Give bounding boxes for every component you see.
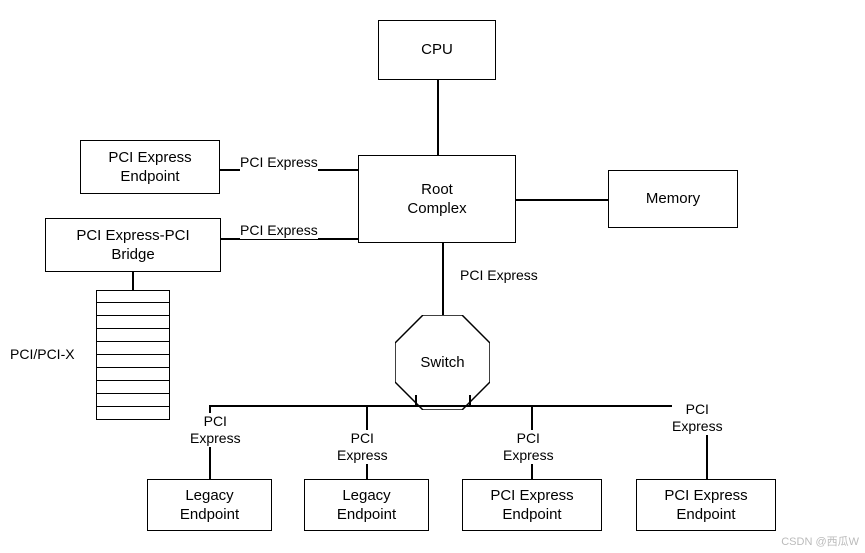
pcie-endpoint-1-label: PCI Express Endpoint — [490, 486, 573, 525]
pcie-endpoint-top-label: PCI Express Endpoint — [108, 148, 191, 187]
edge-line — [437, 80, 439, 155]
edge-label-root-switch: PCI Express — [460, 267, 538, 284]
root-complex-label: Root Complex — [407, 180, 466, 219]
legacy-endpoint-1: Legacy Endpoint — [147, 479, 272, 531]
bus-slot — [96, 381, 170, 394]
cpu-node: CPU — [378, 20, 496, 80]
legacy-endpoint-1-label: Legacy Endpoint — [180, 486, 239, 525]
pcie-endpoint-2: PCI Express Endpoint — [636, 479, 776, 531]
bus-slot — [96, 342, 170, 355]
bus-slot — [96, 355, 170, 368]
edge-line — [442, 243, 444, 315]
bus-slot — [96, 329, 170, 342]
pcie-endpoint-1: PCI Express Endpoint — [462, 479, 602, 531]
bus-slot — [96, 407, 170, 420]
pci-bus-stack — [96, 290, 170, 420]
switch-label: Switch — [420, 354, 464, 371]
switch-node: Switch — [395, 315, 490, 410]
legacy-endpoint-2-label: Legacy Endpoint — [337, 486, 396, 525]
edge-line — [132, 272, 134, 290]
edge-line — [516, 199, 608, 201]
bus-slot — [96, 316, 170, 329]
pcie-endpoint-2-label: PCI Express Endpoint — [664, 486, 747, 525]
pcie-endpoint-top: PCI Express Endpoint — [80, 140, 220, 194]
root-complex-node: Root Complex — [358, 155, 516, 243]
memory-node: Memory — [608, 170, 738, 228]
edge-label-bridge: PCI Express — [240, 222, 318, 239]
bridge-label: PCI Express-PCI Bridge — [76, 226, 189, 265]
edge-label-sw3: PCI Express — [503, 430, 554, 464]
bus-slot — [96, 303, 170, 316]
watermark-text: CSDN @西瓜W — [781, 533, 859, 549]
legacy-endpoint-2: Legacy Endpoint — [304, 479, 429, 531]
edge-label-sw2: PCI Express — [337, 430, 388, 464]
bus-stack-label: PCI/PCI-X — [10, 346, 75, 363]
bus-slot — [96, 394, 170, 407]
edge-label-sw4: PCI Express — [672, 401, 723, 435]
bus-slot — [96, 290, 170, 303]
bus-slot — [96, 368, 170, 381]
edge-line — [209, 405, 706, 407]
cpu-label: CPU — [421, 40, 453, 60]
pcie-pci-bridge-node: PCI Express-PCI Bridge — [45, 218, 221, 272]
memory-label: Memory — [646, 189, 700, 209]
edge-label-top-ep: PCI Express — [240, 154, 318, 171]
edge-label-sw1: PCI Express — [190, 413, 241, 447]
